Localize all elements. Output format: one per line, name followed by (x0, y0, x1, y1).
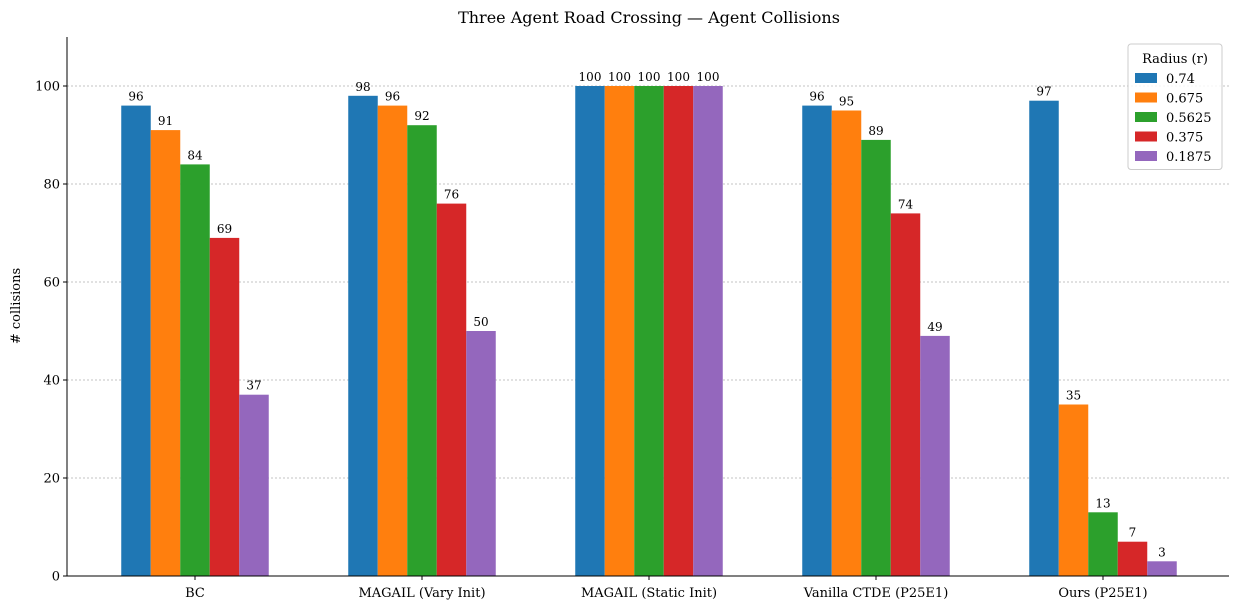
legend-swatch (1135, 151, 1157, 161)
bar-value-label: 13 (1095, 496, 1110, 510)
bar (1147, 561, 1177, 576)
bar-value-label: 7 (1129, 526, 1137, 540)
bar-value-label: 96 (385, 90, 400, 104)
bar (634, 86, 664, 576)
bar-value-label: 100 (667, 70, 690, 84)
bar-value-label: 74 (898, 197, 914, 211)
legend-entry-label: 0.675 (1166, 92, 1203, 107)
bar (407, 125, 437, 576)
bar-value-label: 98 (355, 80, 370, 94)
bar-value-label: 96 (128, 90, 143, 104)
bar-value-label: 97 (1036, 85, 1051, 99)
bar-value-label: 100 (579, 70, 602, 84)
bar-value-label: 100 (638, 70, 661, 84)
bar (861, 139, 891, 576)
bar-value-label: 84 (187, 148, 203, 162)
bar (348, 95, 378, 577)
bar (890, 213, 921, 576)
y-tick-label: 0 (52, 570, 60, 585)
legend-swatch (1135, 73, 1157, 83)
bar (920, 335, 950, 576)
y-axis-title: # collisions (9, 268, 24, 344)
bar-value-label: 35 (1066, 389, 1081, 403)
legend-swatch (1135, 131, 1157, 142)
y-tick-label: 60 (43, 276, 60, 291)
bar (1117, 541, 1148, 576)
bar-value-label: 3 (1158, 545, 1166, 559)
bar (1029, 100, 1059, 576)
bars (121, 86, 1177, 577)
bar (180, 164, 210, 576)
x-tick-label: BC (185, 586, 205, 601)
bar (377, 105, 408, 576)
legend: Radius (r) 0.74 0.675 0.5625 0.375 0.1875 (1127, 43, 1223, 170)
axes: 0 20 40 60 80 100 BC MAGAIL (Vary Init) MAGAIL (… (35, 37, 1229, 601)
chart-title: Three Agent Road Crossing — Agent Collis… (458, 8, 840, 27)
bar (436, 203, 467, 576)
bar (1058, 404, 1089, 576)
legend-entry-label: 0.375 (1166, 131, 1203, 146)
bar-value-label: 37 (246, 379, 261, 393)
legend-title: Radius (r) (1142, 52, 1208, 67)
bar (150, 130, 181, 576)
bar-value-label: 100 (608, 70, 631, 84)
legend-swatch (1135, 92, 1157, 103)
bar-value-label: 92 (414, 109, 429, 123)
bar-value-label: 89 (868, 124, 883, 138)
bar (693, 86, 723, 576)
bar-value-label: 100 (697, 70, 720, 84)
bar-value-label: 96 (809, 90, 824, 104)
bar-value-label: 91 (158, 114, 173, 128)
bar-value-label: 49 (927, 320, 942, 334)
bar-value-label: 50 (473, 315, 488, 329)
legend-swatch (1135, 112, 1157, 122)
legend-entry-label: 0.74 (1166, 72, 1195, 87)
bar-value-label: 69 (217, 222, 232, 236)
bar (802, 105, 832, 576)
y-tick-label: 20 (43, 472, 60, 487)
bar-value-label: 76 (444, 188, 459, 202)
x-tick-label: Vanilla CTDE (P25E1) (803, 586, 949, 601)
bar (575, 86, 605, 576)
y-tick-label: 40 (43, 374, 60, 389)
bar (466, 331, 496, 576)
bar (604, 86, 635, 576)
x-tick-label: Ours (P25E1) (1058, 586, 1147, 601)
y-tick-label: 100 (35, 80, 60, 95)
x-tick-label: MAGAIL (Static Init) (581, 586, 717, 601)
bar (663, 86, 694, 576)
y-tick-label: 80 (43, 178, 60, 193)
x-tick-label: MAGAIL (Vary Init) (358, 586, 485, 601)
bar (831, 110, 862, 576)
bar (1088, 512, 1118, 576)
legend-entry-label: 0.1875 (1166, 150, 1212, 165)
legend-entry-label: 0.5625 (1166, 111, 1212, 126)
bar (209, 237, 240, 576)
bar (239, 394, 269, 576)
bar (121, 105, 151, 576)
bar-value-label: 95 (839, 95, 854, 109)
